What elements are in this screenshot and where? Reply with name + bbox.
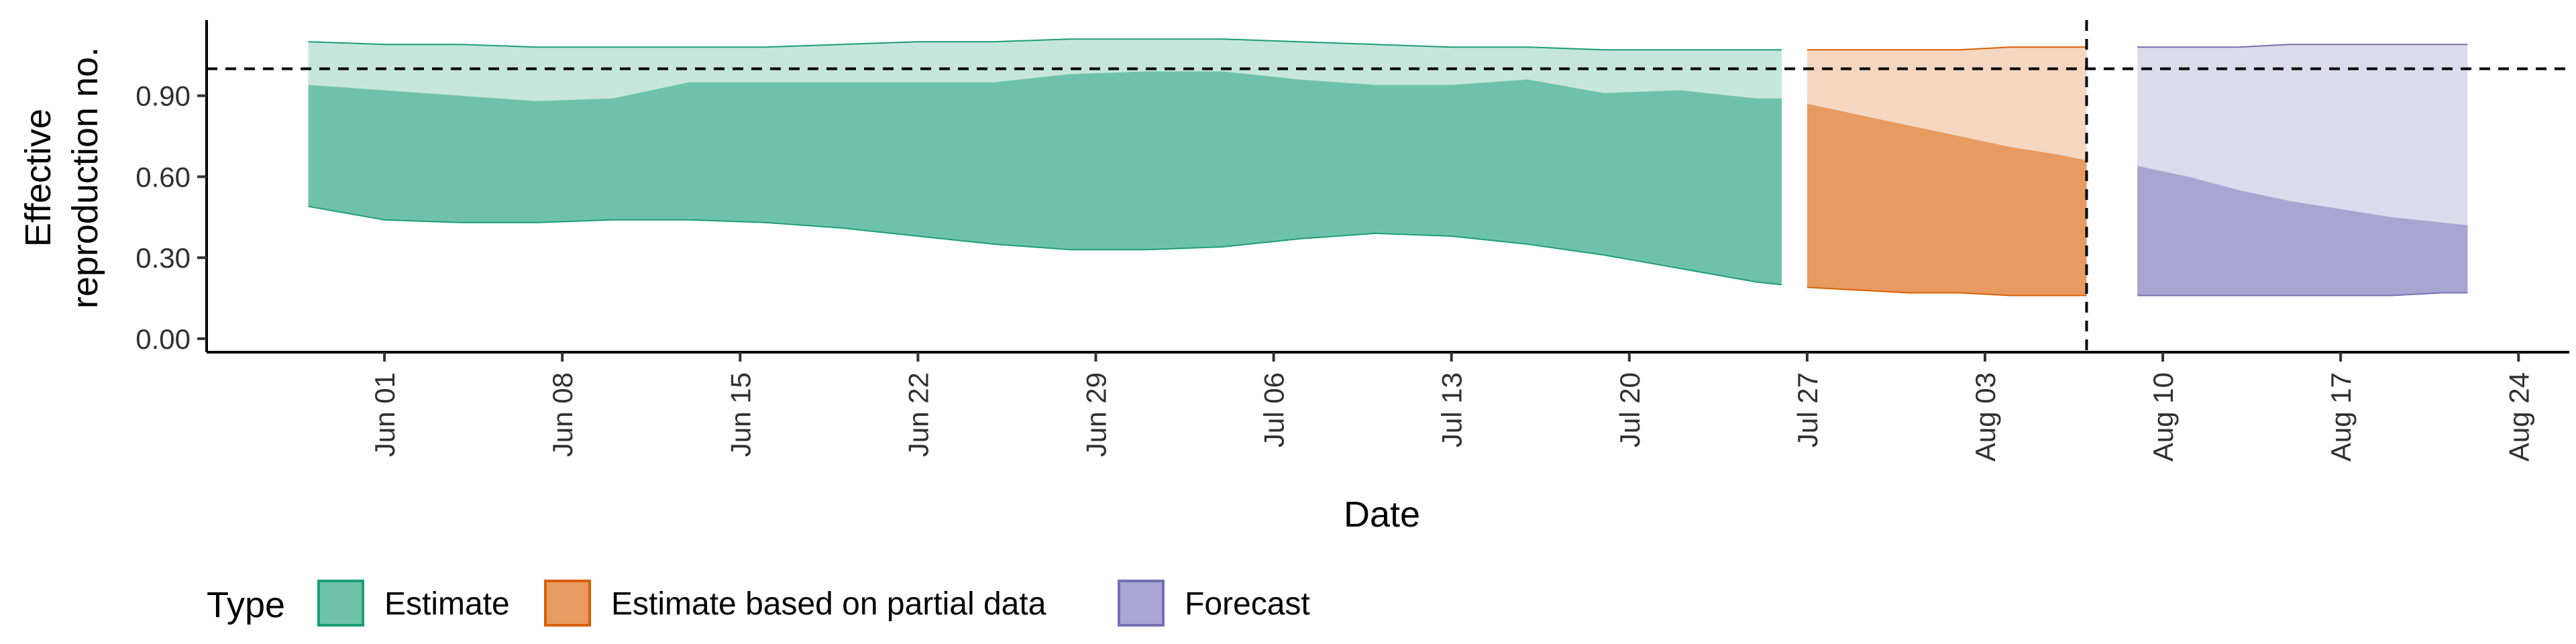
band-edge-lower-estimate <box>308 205 1782 286</box>
x-tick-label: Jun 29 <box>1081 372 1112 457</box>
band-inner-forecast <box>2137 166 2468 296</box>
band-edge-upper-estimate <box>308 38 1782 51</box>
x-tick-label: Jul 06 <box>1258 372 1290 447</box>
y-axis-title-line-1: Effective <box>18 109 58 247</box>
x-tick-label: Aug 17 <box>2325 372 2357 462</box>
legend-entry-forecast: Forecast <box>1118 580 1310 627</box>
legend-key-estimate <box>317 580 364 627</box>
axes: 0.00 0.30 0.60 0.90 Jun 01 Jun 08 Jun 15 Jun 22… <box>136 20 2569 462</box>
band-edge-lower-partial <box>1807 286 2087 297</box>
y-tick-label: 0.30 <box>136 242 191 274</box>
y-tick-label: 0.60 <box>136 161 191 193</box>
legend-key-forecast <box>1118 580 1165 627</box>
x-tick-label: Aug 03 <box>1970 372 2001 462</box>
x-tick-label: Jun 08 <box>547 372 578 457</box>
band-edge-upper-forecast <box>2137 44 2468 48</box>
y-axis-title: Effective reproduction no. <box>18 47 105 309</box>
band-edge-lower-forecast <box>2137 292 2468 297</box>
legend-label-partial: Estimate based on partial data <box>611 586 1046 622</box>
band-inner-partial <box>1807 103 2087 296</box>
x-tick-label: Jul 20 <box>1614 372 1646 447</box>
legend: Type Estimate Estimate based on partial … <box>207 580 1310 627</box>
x-tick-label: Jun 01 <box>369 372 400 457</box>
band-inner-estimate <box>308 71 1782 285</box>
x-tick-label: Jun 15 <box>724 372 756 457</box>
y-tick-label: 0.90 <box>136 80 191 112</box>
bands-layer <box>308 38 2468 297</box>
x-tick-label: Jul 13 <box>1436 372 1468 447</box>
y-tick-label: 0.00 <box>136 323 191 355</box>
band-edge-upper-partial <box>1807 46 2087 51</box>
y-axis-title-line-2: reproduction no. <box>65 47 105 309</box>
legend-entry-partial: Estimate based on partial data <box>544 580 1046 627</box>
x-tick-label: Jul 27 <box>1792 372 1823 447</box>
legend-title: Type <box>207 585 285 625</box>
x-tick-label: Jun 22 <box>902 372 934 457</box>
x-axis-title: Date <box>1344 494 1420 535</box>
legend-label-estimate: Estimate <box>384 586 510 622</box>
legend-entry-estimate: Estimate <box>317 580 510 627</box>
x-tick-label: Aug 24 <box>2503 372 2534 462</box>
legend-label-forecast: Forecast <box>1185 586 1310 622</box>
x-tick-label: Aug 10 <box>2147 372 2179 462</box>
legend-key-partial <box>544 580 591 627</box>
